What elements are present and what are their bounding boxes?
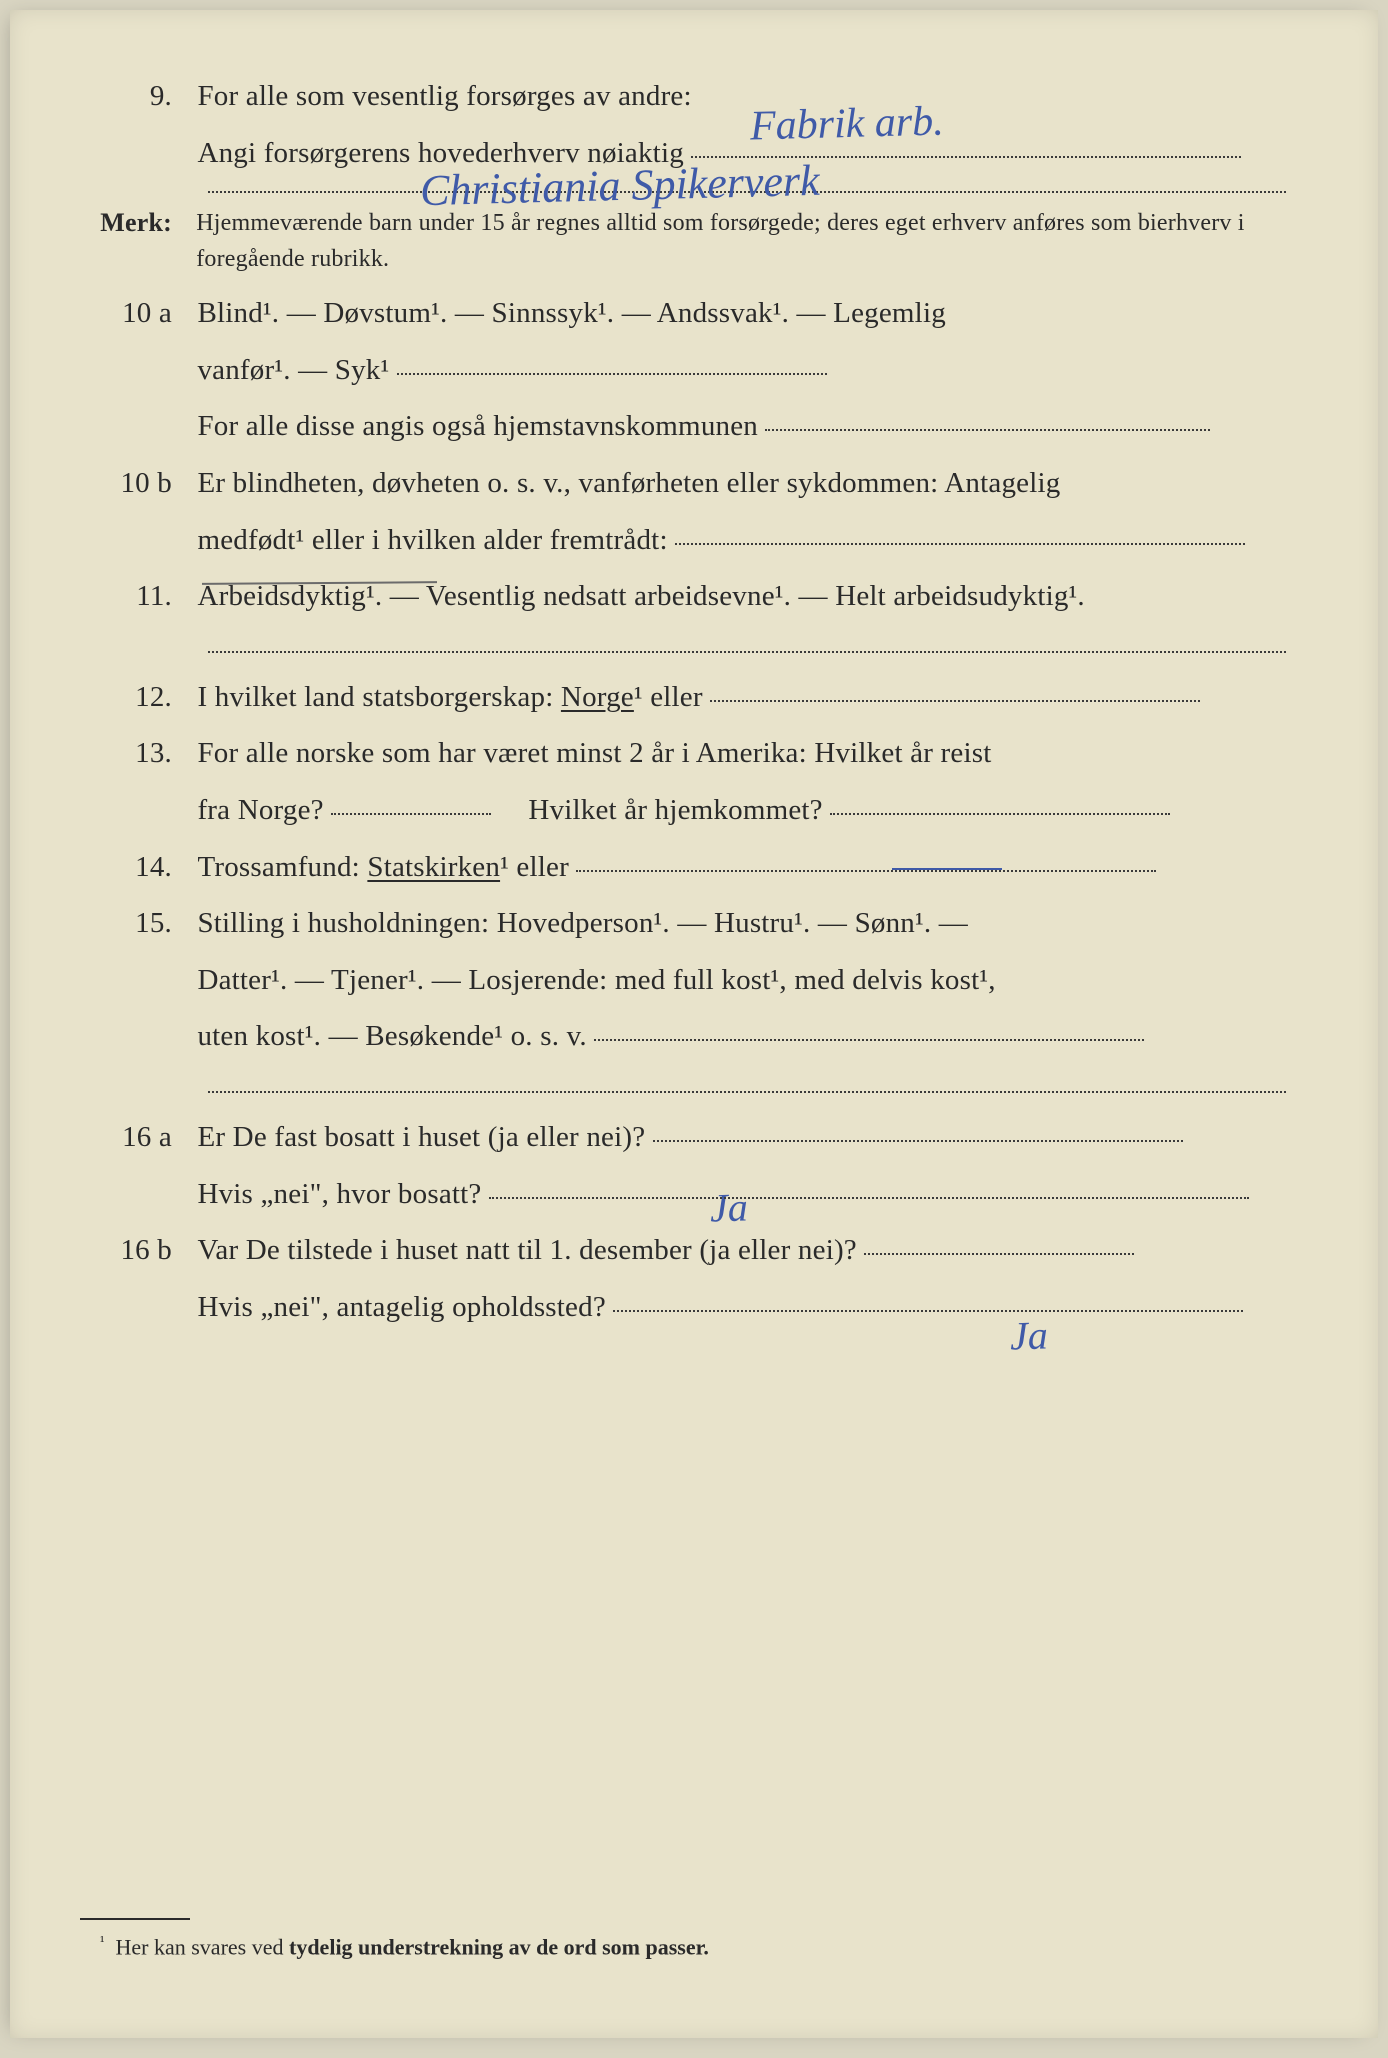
- q10a-text2: vanfør¹. — Syk¹: [197, 354, 389, 386]
- q16b-text2: Hvis „nei", antagelig opholdssted?: [197, 1291, 605, 1323]
- q12-line: 12. I hvilket land statsborgerskap: Norg…: [80, 677, 1308, 718]
- q16a-text1: Er De fast bosatt i huset (ja eller nei)…: [197, 1121, 645, 1153]
- q10a-line2: vanfør¹. — Syk¹: [80, 350, 1308, 391]
- footnote-bold-b: av de ord som passer.: [509, 1934, 709, 1959]
- q10b-number: 10 b: [80, 463, 190, 504]
- dotted-fill: [864, 1253, 1134, 1255]
- q15-line2: Datter¹. — Tjener¹. — Losjerende: med fu…: [80, 960, 1308, 1001]
- q13-text2b: Hvilket år hjemkommet?: [528, 794, 822, 826]
- q16a-line1: 16 a Er De fast bosatt i huset (ja eller…: [80, 1117, 1308, 1158]
- dotted-fill: [710, 700, 1200, 702]
- q13-text1: For alle norske som har været minst 2 år…: [197, 733, 1305, 774]
- q10a-text3: For alle disse angis også hjemstavnskomm…: [197, 410, 758, 442]
- merk-text: Hjemmeværende barn under 15 år regnes al…: [196, 205, 1304, 277]
- q13-number: 13.: [80, 733, 190, 774]
- q13-line2: fra Norge? Hvilket år hjemkommet?: [80, 790, 1308, 831]
- q14-text-b: ¹ eller: [500, 851, 569, 883]
- q15-line1: 15. Stilling i husholdningen: Hovedperso…: [80, 903, 1308, 944]
- q10a-number: 10 a: [80, 293, 190, 334]
- handwritten-resident-ja: Ja: [709, 1184, 748, 1232]
- q15-text2: Datter¹. — Tjener¹. — Losjerende: med fu…: [197, 960, 1305, 1001]
- q13-line1: 13. For alle norske som har været minst …: [80, 733, 1308, 774]
- q12-text-b: ¹ eller: [634, 681, 703, 713]
- q14-line: 14. Trossamfund: Statskirken¹ eller: [80, 847, 1308, 888]
- footnote: ¹ Her kan svares ved tydelig understrekn…: [100, 1934, 709, 1960]
- dotted-fill: [691, 156, 1241, 158]
- dotted-fill: [576, 870, 1156, 872]
- census-form-page: Fabrik arb. Christiania Spikerverk Ja Ja…: [10, 10, 1378, 2038]
- q9-number: 9.: [80, 76, 190, 117]
- dotted-rule: [208, 649, 1286, 653]
- footnote-marker: ¹: [100, 1934, 105, 1950]
- q16a-number: 16 a: [80, 1117, 190, 1158]
- q14-statskirken: Statskirken: [367, 851, 500, 883]
- q10b-line1: 10 b Er blindheten, døvheten o. s. v., v…: [80, 463, 1308, 504]
- dotted-fill: [489, 1197, 1249, 1199]
- dotted-rule: [208, 1089, 1286, 1093]
- handwritten-occupation-2: Christiania Spikerverk: [419, 155, 820, 216]
- q12-text-a: I hvilket land statsborgerskap:: [197, 681, 560, 713]
- q9-line1: 9. For alle som vesentlig forsørges av a…: [80, 76, 1308, 117]
- q10b-line2: medfødt¹ eller i hvilken alder fremtrådt…: [80, 520, 1308, 561]
- q15-text1: Stilling i husholdningen: Hovedperson¹. …: [197, 903, 1305, 944]
- dotted-fill: [675, 543, 1245, 545]
- q14-text-a: Trossamfund:: [197, 851, 367, 883]
- q12-norge: Norge: [561, 681, 634, 713]
- merk-label: Merk:: [80, 205, 190, 241]
- q15-text3: uten kost¹. — Besøkende¹ o. s. v.: [197, 1020, 586, 1052]
- q16a-text2: Hvis „nei", hvor bosatt?: [197, 1178, 481, 1210]
- handwritten-present-ja: Ja: [1009, 1312, 1048, 1360]
- q15-line3: uten kost¹. — Besøkende¹ o. s. v.: [80, 1016, 1308, 1057]
- q10a-line1: 10 a Blind¹. — Døvstum¹. — Sinnssyk¹. — …: [80, 293, 1308, 334]
- q13-text2a: fra Norge?: [197, 794, 323, 826]
- dotted-fill: [765, 429, 1210, 431]
- q10a-line3: For alle disse angis også hjemstavnskomm…: [80, 406, 1308, 447]
- q14-number: 14.: [80, 847, 190, 888]
- q16b-text1: Var De tilstede i huset natt til 1. dese…: [197, 1234, 856, 1266]
- q11-number: 11.: [80, 576, 190, 617]
- footnote-bold-a: tydelig understrekning: [289, 1934, 503, 1959]
- q10a-text1: Blind¹. — Døvstum¹. — Sinnssyk¹. — Andss…: [197, 293, 1305, 334]
- q15-number: 15.: [80, 903, 190, 944]
- q10b-text2: medfødt¹ eller i hvilken alder fremtrådt…: [197, 524, 667, 556]
- q16b-number: 16 b: [80, 1230, 190, 1271]
- merk-line: Merk: Hjemmeværende barn under 15 år reg…: [80, 205, 1308, 277]
- q16a-line2: Hvis „nei", hvor bosatt?: [80, 1174, 1308, 1215]
- dotted-fill: [830, 813, 1170, 815]
- handwritten-occupation-1: Fabrik arb.: [749, 97, 944, 150]
- dotted-fill: [613, 1310, 1243, 1312]
- dotted-fill: [397, 373, 827, 375]
- dotted-fill: [653, 1140, 1183, 1142]
- footnote-rule: [80, 1918, 190, 1920]
- dotted-fill: [331, 813, 491, 815]
- q12-number: 12.: [80, 677, 190, 718]
- q10b-text1: Er blindheten, døvheten o. s. v., vanfør…: [197, 463, 1305, 504]
- q16b-line1: 16 b Var De tilstede i huset natt til 1.…: [80, 1230, 1308, 1271]
- q16b-line2: Hvis „nei", antagelig opholdssted?: [80, 1287, 1308, 1328]
- dotted-fill: [594, 1039, 1144, 1041]
